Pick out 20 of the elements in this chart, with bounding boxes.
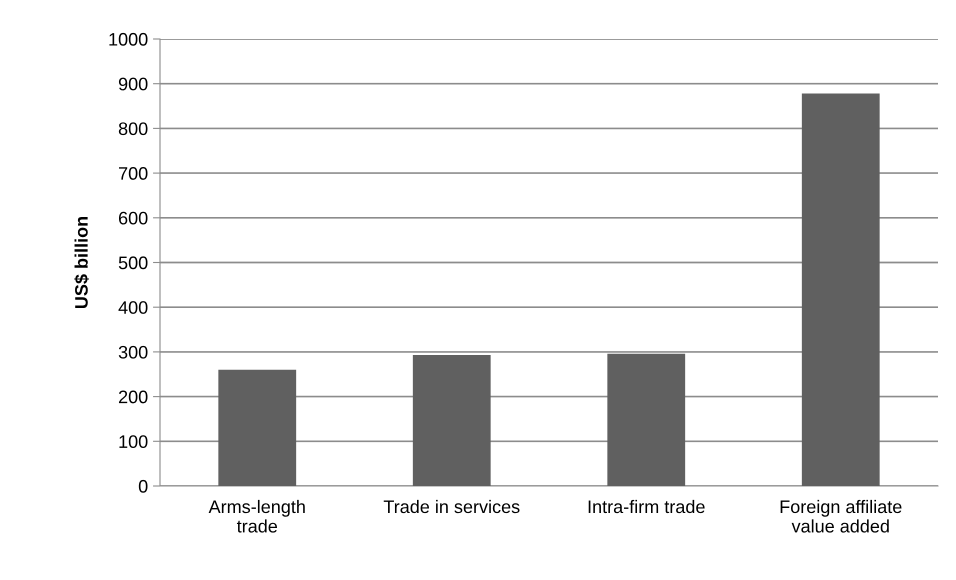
y-tick-label: 0 — [138, 480, 148, 493]
y-axis-title: US$ billion — [74, 216, 89, 308]
bar — [218, 370, 296, 486]
bar — [412, 355, 491, 486]
y-tick-label: 400 — [118, 301, 148, 314]
y-tick-label: 1000 — [109, 32, 148, 46]
bar — [802, 94, 880, 486]
x-tick-label: Arms-length trade — [208, 500, 305, 533]
y-tick-label: 900 — [118, 78, 148, 90]
x-tick-label: Foreign affiliate value added — [780, 500, 902, 533]
x-tick-label: Intra-firm trade — [588, 500, 705, 514]
bar — [607, 354, 686, 486]
y-tick-label: 500 — [118, 256, 148, 270]
y-tick-label: 100 — [119, 435, 148, 448]
y-tick-label: 200 — [118, 390, 148, 404]
y-tick-label: 300 — [118, 346, 148, 359]
y-tick-label: 600 — [118, 212, 148, 225]
x-tick-label: Trade in services — [384, 500, 520, 514]
y-tick-label: 800 — [118, 122, 148, 136]
y-tick-label: 700 — [119, 167, 148, 180]
